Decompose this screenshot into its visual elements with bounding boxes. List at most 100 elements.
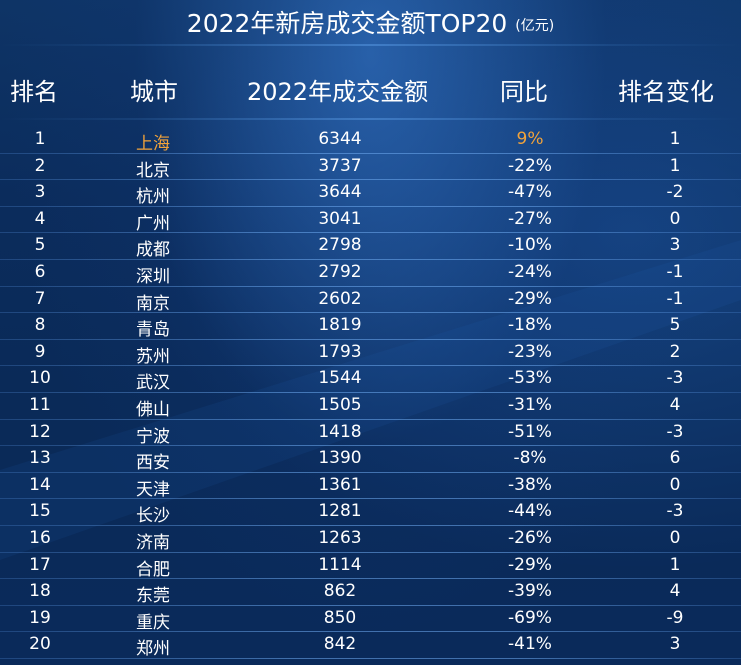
city-cell: 佛山 [136,399,170,420]
rank-cell: 5 [34,235,46,256]
yoy-cell: -29% [508,554,552,575]
yoy-cell: -8% [513,448,547,469]
table-row: 17 合肥 1114 -29% 1 [0,553,741,580]
amount-cell: 1793 [318,341,362,362]
rank-change-cell: 0 [669,527,681,548]
title-row: 2022年新房成交金额TOP20 (亿元) [0,4,741,40]
rank-change-cell: 3 [669,235,681,256]
amount-cell: 1114 [318,554,362,575]
rank-cell: 17 [29,554,51,575]
table-row: 18 东莞 862 -39% 4 [0,579,741,606]
rank-cell: 6 [34,261,46,282]
rank-change-cell: -3 [666,368,684,389]
city-cell: 宁波 [136,426,170,447]
rank-change-cell: 1 [669,155,681,176]
rank-change-cell: 4 [669,581,681,602]
rank-cell: 4 [34,208,46,229]
city-cell: 西安 [136,453,170,474]
rank-cell: 3 [34,182,46,203]
yoy-cell: -26% [508,527,552,548]
amount-cell: 1505 [318,394,362,415]
rank-change-cell: 3 [669,634,681,655]
table-row: 1 上海 6344 9% 1 [0,127,741,154]
table-row: 11 佛山 1505 -31% 4 [0,393,741,420]
yoy-cell: -22% [508,155,552,176]
rank-change-cell: 0 [669,474,681,495]
city-cell: 苏州 [136,346,170,367]
table-row: 10 武汉 1544 -53% -3 [0,366,741,393]
header-amount: 2022年成交金额 [247,78,429,106]
yoy-cell: -31% [508,394,552,415]
rank-cell: 20 [29,634,51,655]
table-body: 1 上海 6344 9% 1 2 北京 3737 -22% 1 3 杭州 3644 -47% -2 4 广州 30… [0,127,741,659]
rank-change-cell: 2 [669,341,681,362]
table-row: 4 广州 3041 -27% 0 [0,207,741,234]
amount-cell: 1361 [318,474,362,495]
city-cell: 长沙 [136,506,170,527]
yoy-cell: -10% [508,235,552,256]
amount-cell: 1263 [318,527,362,548]
rank-change-cell: 6 [669,448,681,469]
yoy-cell: -27% [508,208,552,229]
rank-change-cell: -3 [666,501,684,522]
city-cell: 郑州 [136,639,170,660]
amount-cell: 1819 [318,315,362,336]
rank-change-cell: -9 [666,607,684,628]
city-cell: 天津 [136,479,170,500]
rank-change-cell: 4 [669,394,681,415]
table-row: 14 天津 1361 -38% 0 [0,473,741,500]
rank-cell: 8 [34,315,46,336]
table-row: 16 济南 1263 -26% 0 [0,526,741,553]
table-row: 20 郑州 842 -41% 3 [0,632,741,659]
rank-cell: 2 [34,155,46,176]
table-row: 9 苏州 1793 -23% 2 [0,340,741,367]
amount-cell: 1281 [318,501,362,522]
rank-cell: 10 [29,368,51,389]
amount-cell: 3041 [318,208,362,229]
city-cell: 武汉 [136,373,170,394]
table-row: 12 宁波 1418 -51% -3 [0,420,741,447]
rank-change-cell: 0 [669,208,681,229]
table-row: 7 南京 2602 -29% -1 [0,287,741,314]
amount-cell: 3737 [318,155,362,176]
yoy-cell: -69% [508,607,552,628]
rank-change-cell: -2 [666,182,684,203]
yoy-cell: -18% [508,315,552,336]
rank-change-cell: -1 [666,288,684,309]
amount-cell: 862 [323,581,357,602]
city-cell: 北京 [136,160,170,181]
table-row: 2 北京 3737 -22% 1 [0,154,741,181]
rank-cell: 7 [34,288,46,309]
rank-cell: 9 [34,341,46,362]
city-cell: 成都 [136,240,170,261]
rank-cell: 11 [29,394,51,415]
city-cell: 广州 [136,213,170,234]
table-row: 5 成都 2798 -10% 3 [0,233,741,260]
header-rank: 排名 [10,78,58,106]
table-row: 3 杭州 3644 -47% -2 [0,180,741,207]
rank-cell: 14 [29,474,51,495]
yoy-cell: -23% [508,341,552,362]
header-city: 城市 [130,78,178,106]
amount-cell: 850 [323,607,357,628]
city-cell: 重庆 [136,612,170,633]
yoy-cell: -53% [508,368,552,389]
amount-cell: 842 [323,634,357,655]
city-cell: 青岛 [136,320,170,341]
amount-cell: 1390 [318,448,362,469]
city-cell: 合肥 [136,559,170,580]
table-header: 排名 城市 2022年成交金额 同比 排名变化 [0,60,741,116]
page-title: 2022年新房成交金额TOP20 [186,9,508,38]
amount-cell: 2792 [318,261,362,282]
yoy-cell: -39% [508,581,552,602]
amount-cell: 1418 [318,421,362,442]
yoy-cell: -44% [508,501,552,522]
header-yoy: 同比 [500,78,548,106]
yoy-cell: -41% [508,634,552,655]
table-row: 13 西安 1390 -8% 6 [0,446,741,473]
yoy-cell: -51% [508,421,552,442]
yoy-cell: -38% [508,474,552,495]
yoy-cell: -47% [508,182,552,203]
rank-change-cell: -1 [666,261,684,282]
header-rank-change: 排名变化 [618,78,714,106]
